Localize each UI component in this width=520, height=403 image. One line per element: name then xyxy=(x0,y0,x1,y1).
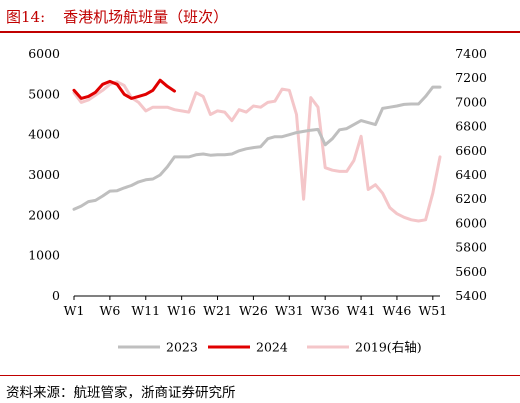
x-tick-label: W36 xyxy=(311,303,340,318)
x-tick-label: W41 xyxy=(347,303,376,318)
right-axis-tick-label: 7200 xyxy=(455,70,487,85)
chart-title: 香港机场航班量（班次） xyxy=(63,8,229,26)
x-tick-label: W31 xyxy=(275,303,304,318)
series-line-2023 xyxy=(72,85,442,211)
right-axis-tick-label: 6600 xyxy=(455,143,487,158)
right-axis-tick-label: 6400 xyxy=(455,167,487,182)
left-axis-tick-label: 3000 xyxy=(28,167,60,182)
right-axis-tick-label: 7000 xyxy=(455,94,487,109)
chart-canvas: W1 W6 W11 W16 W21 W26 W31 W36 W41 W46 W51 0 1000 2000… xyxy=(28,46,487,355)
right-axis-tick-label: 6800 xyxy=(455,119,487,134)
series-line-2019 xyxy=(72,80,442,223)
figure-label: 图14: xyxy=(6,8,46,26)
x-tick-label: W1 xyxy=(64,303,85,318)
left-axis-tick-label: 1000 xyxy=(28,248,60,263)
legend-label-2023: 2023 xyxy=(166,340,198,355)
left-axis-tick-label: 0 xyxy=(52,288,60,303)
source-note: 资料来源：航班管家，浙商证券研究所 xyxy=(6,385,236,401)
right-axis-tick-label: 6000 xyxy=(455,215,487,230)
left-axis-tick-label: 2000 xyxy=(28,207,60,222)
x-tick-label: W26 xyxy=(239,303,268,318)
right-axis-tick-label: 7400 xyxy=(455,46,487,61)
x-tick-label: W46 xyxy=(383,303,412,318)
legend-label-2024: 2024 xyxy=(256,340,288,355)
series-line-2024 xyxy=(72,78,176,100)
legend-label-2019: 2019(右轴) xyxy=(355,340,422,355)
right-axis-tick-label: 5800 xyxy=(455,240,487,255)
left-axis-tick-label: 6000 xyxy=(28,46,60,61)
title-rule xyxy=(0,31,520,33)
x-tick-label: W16 xyxy=(167,303,196,318)
left-axis-tick-label: 4000 xyxy=(28,127,60,142)
right-axis-tick-label: 6200 xyxy=(455,191,487,206)
left-axis-tick-label: 5000 xyxy=(28,86,60,101)
x-tick-label: W11 xyxy=(131,303,160,318)
x-tick-label: W6 xyxy=(99,303,120,318)
right-axis-tick-label: 5400 xyxy=(455,288,487,303)
x-tick-label: W21 xyxy=(203,303,232,318)
x-tick-label: W51 xyxy=(418,303,447,318)
figure-title: 图14: 香港机场航班量（班次） xyxy=(6,6,228,27)
right-axis-tick-label: 5600 xyxy=(455,264,487,279)
source-rule xyxy=(0,375,520,376)
